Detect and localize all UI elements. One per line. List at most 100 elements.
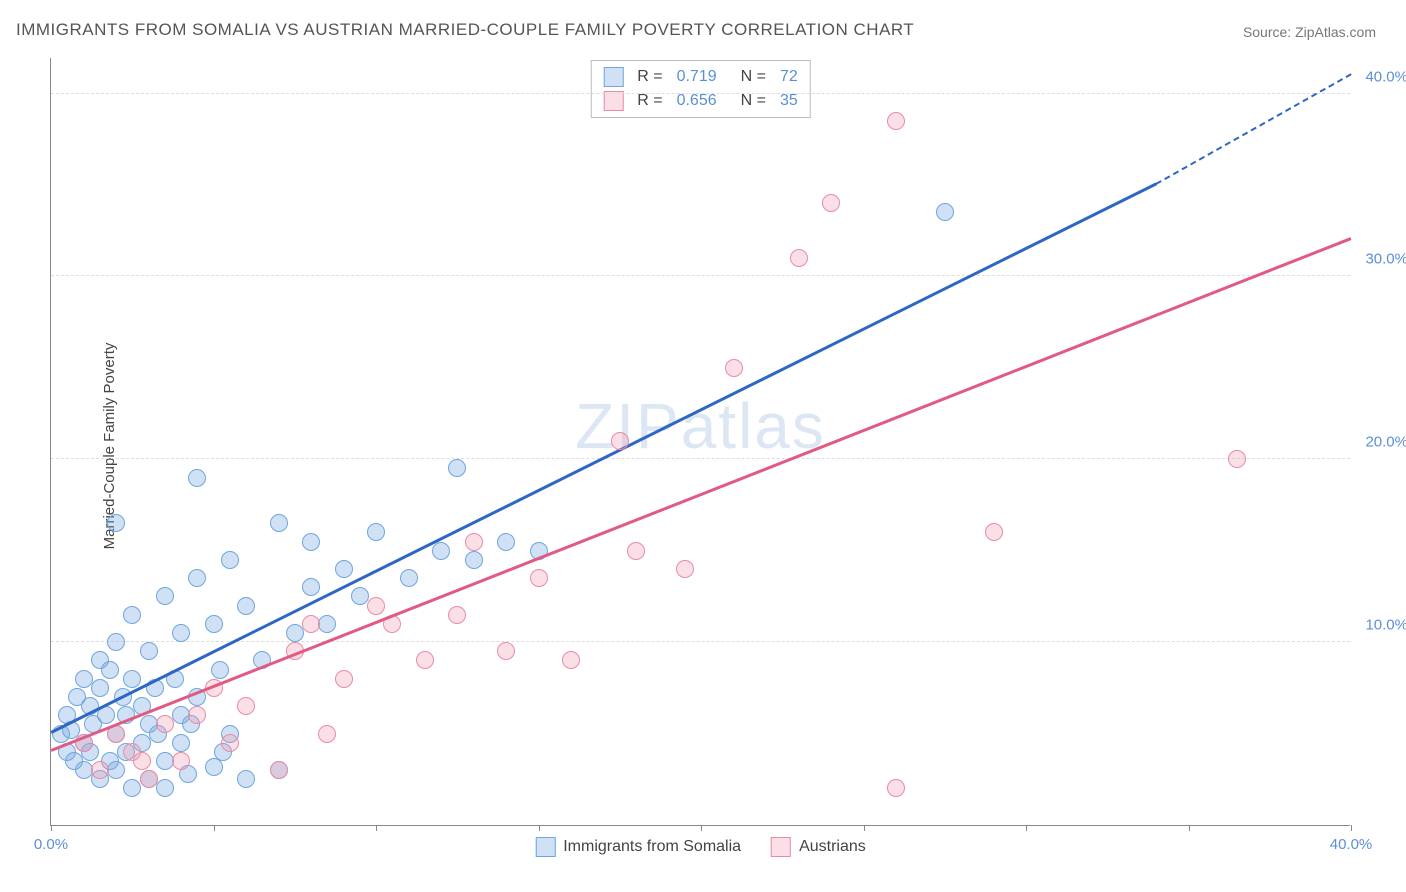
scatter-point (211, 661, 229, 679)
scatter-point (302, 615, 320, 633)
scatter-point (91, 679, 109, 697)
scatter-point (221, 551, 239, 569)
gridline-h (51, 275, 1350, 276)
x-tick (1351, 825, 1352, 831)
gridline-h (51, 93, 1350, 94)
scatter-point (156, 587, 174, 605)
scatter-point (465, 533, 483, 551)
scatter-point (302, 533, 320, 551)
correlation-legend: R =0.719N =72R =0.656N =35 (590, 60, 811, 118)
scatter-point (448, 459, 466, 477)
series-legend-label: Austrians (799, 838, 866, 856)
legend-swatch (535, 837, 555, 857)
plot-area: ZIPatlas R =0.719N =72R =0.656N =35 Immi… (50, 58, 1350, 826)
trend-line (51, 237, 1352, 751)
scatter-point (887, 779, 905, 797)
scatter-point (367, 597, 385, 615)
scatter-point (790, 249, 808, 267)
r-label: R = (637, 92, 662, 110)
trend-line-extrapolated (1156, 73, 1352, 184)
x-tick (51, 825, 52, 831)
y-tick-label: 20.0% (1365, 434, 1406, 451)
x-tick (376, 825, 377, 831)
scatter-point (133, 752, 151, 770)
scatter-point (335, 670, 353, 688)
series-legend: Immigrants from Somalia Austrians (535, 837, 866, 857)
scatter-point (286, 624, 304, 642)
scatter-point (172, 624, 190, 642)
scatter-point (188, 569, 206, 587)
scatter-point (497, 642, 515, 660)
scatter-point (416, 651, 434, 669)
scatter-point (1228, 450, 1246, 468)
scatter-point (107, 514, 125, 532)
scatter-point (302, 578, 320, 596)
x-tick (1026, 825, 1027, 831)
scatter-point (400, 569, 418, 587)
correlation-legend-row: R =0.719N =72 (603, 65, 798, 89)
scatter-point (75, 670, 93, 688)
source-attribution: Source: ZipAtlas.com (1243, 24, 1376, 40)
n-value: 72 (780, 68, 798, 86)
scatter-point (156, 715, 174, 733)
legend-swatch (771, 837, 791, 857)
scatter-point (822, 194, 840, 212)
r-label: R = (637, 68, 662, 86)
chart-title: IMMIGRANTS FROM SOMALIA VS AUSTRIAN MARR… (16, 20, 914, 40)
scatter-point (562, 651, 580, 669)
scatter-point (91, 761, 109, 779)
scatter-point (611, 432, 629, 450)
scatter-point (172, 734, 190, 752)
scatter-point (270, 761, 288, 779)
scatter-point (432, 542, 450, 560)
n-label: N = (741, 92, 766, 110)
series-legend-item: Austrians (771, 837, 866, 857)
scatter-point (725, 359, 743, 377)
scatter-point (351, 587, 369, 605)
scatter-point (221, 734, 239, 752)
scatter-point (205, 615, 223, 633)
r-value: 0.656 (677, 92, 717, 110)
scatter-point (676, 560, 694, 578)
scatter-point (65, 752, 83, 770)
scatter-point (448, 606, 466, 624)
scatter-point (887, 112, 905, 130)
scatter-point (123, 670, 141, 688)
scatter-point (140, 642, 158, 660)
scatter-point (465, 551, 483, 569)
y-tick-label: 10.0% (1365, 617, 1406, 634)
scatter-point (497, 533, 515, 551)
n-value: 35 (780, 92, 798, 110)
x-tick (214, 825, 215, 831)
scatter-point (367, 523, 385, 541)
scatter-point (530, 569, 548, 587)
x-tick-label: 0.0% (34, 836, 68, 853)
legend-swatch (603, 91, 623, 111)
scatter-point (318, 725, 336, 743)
y-tick-label: 30.0% (1365, 251, 1406, 268)
scatter-point (172, 752, 190, 770)
gridline-h (51, 458, 1350, 459)
scatter-point (985, 523, 1003, 541)
scatter-point (936, 203, 954, 221)
scatter-point (101, 661, 119, 679)
x-tick-label: 40.0% (1330, 836, 1373, 853)
y-tick-label: 40.0% (1365, 68, 1406, 85)
scatter-point (627, 542, 645, 560)
scatter-point (237, 770, 255, 788)
scatter-point (237, 597, 255, 615)
r-value: 0.719 (677, 68, 717, 86)
scatter-point (123, 606, 141, 624)
scatter-point (188, 469, 206, 487)
scatter-point (318, 615, 336, 633)
x-tick (1189, 825, 1190, 831)
scatter-point (140, 770, 158, 788)
series-legend-label: Immigrants from Somalia (563, 838, 741, 856)
scatter-point (123, 779, 141, 797)
x-tick (701, 825, 702, 831)
scatter-point (107, 633, 125, 651)
series-legend-item: Immigrants from Somalia (535, 837, 741, 857)
scatter-point (335, 560, 353, 578)
x-tick (539, 825, 540, 831)
scatter-point (188, 706, 206, 724)
